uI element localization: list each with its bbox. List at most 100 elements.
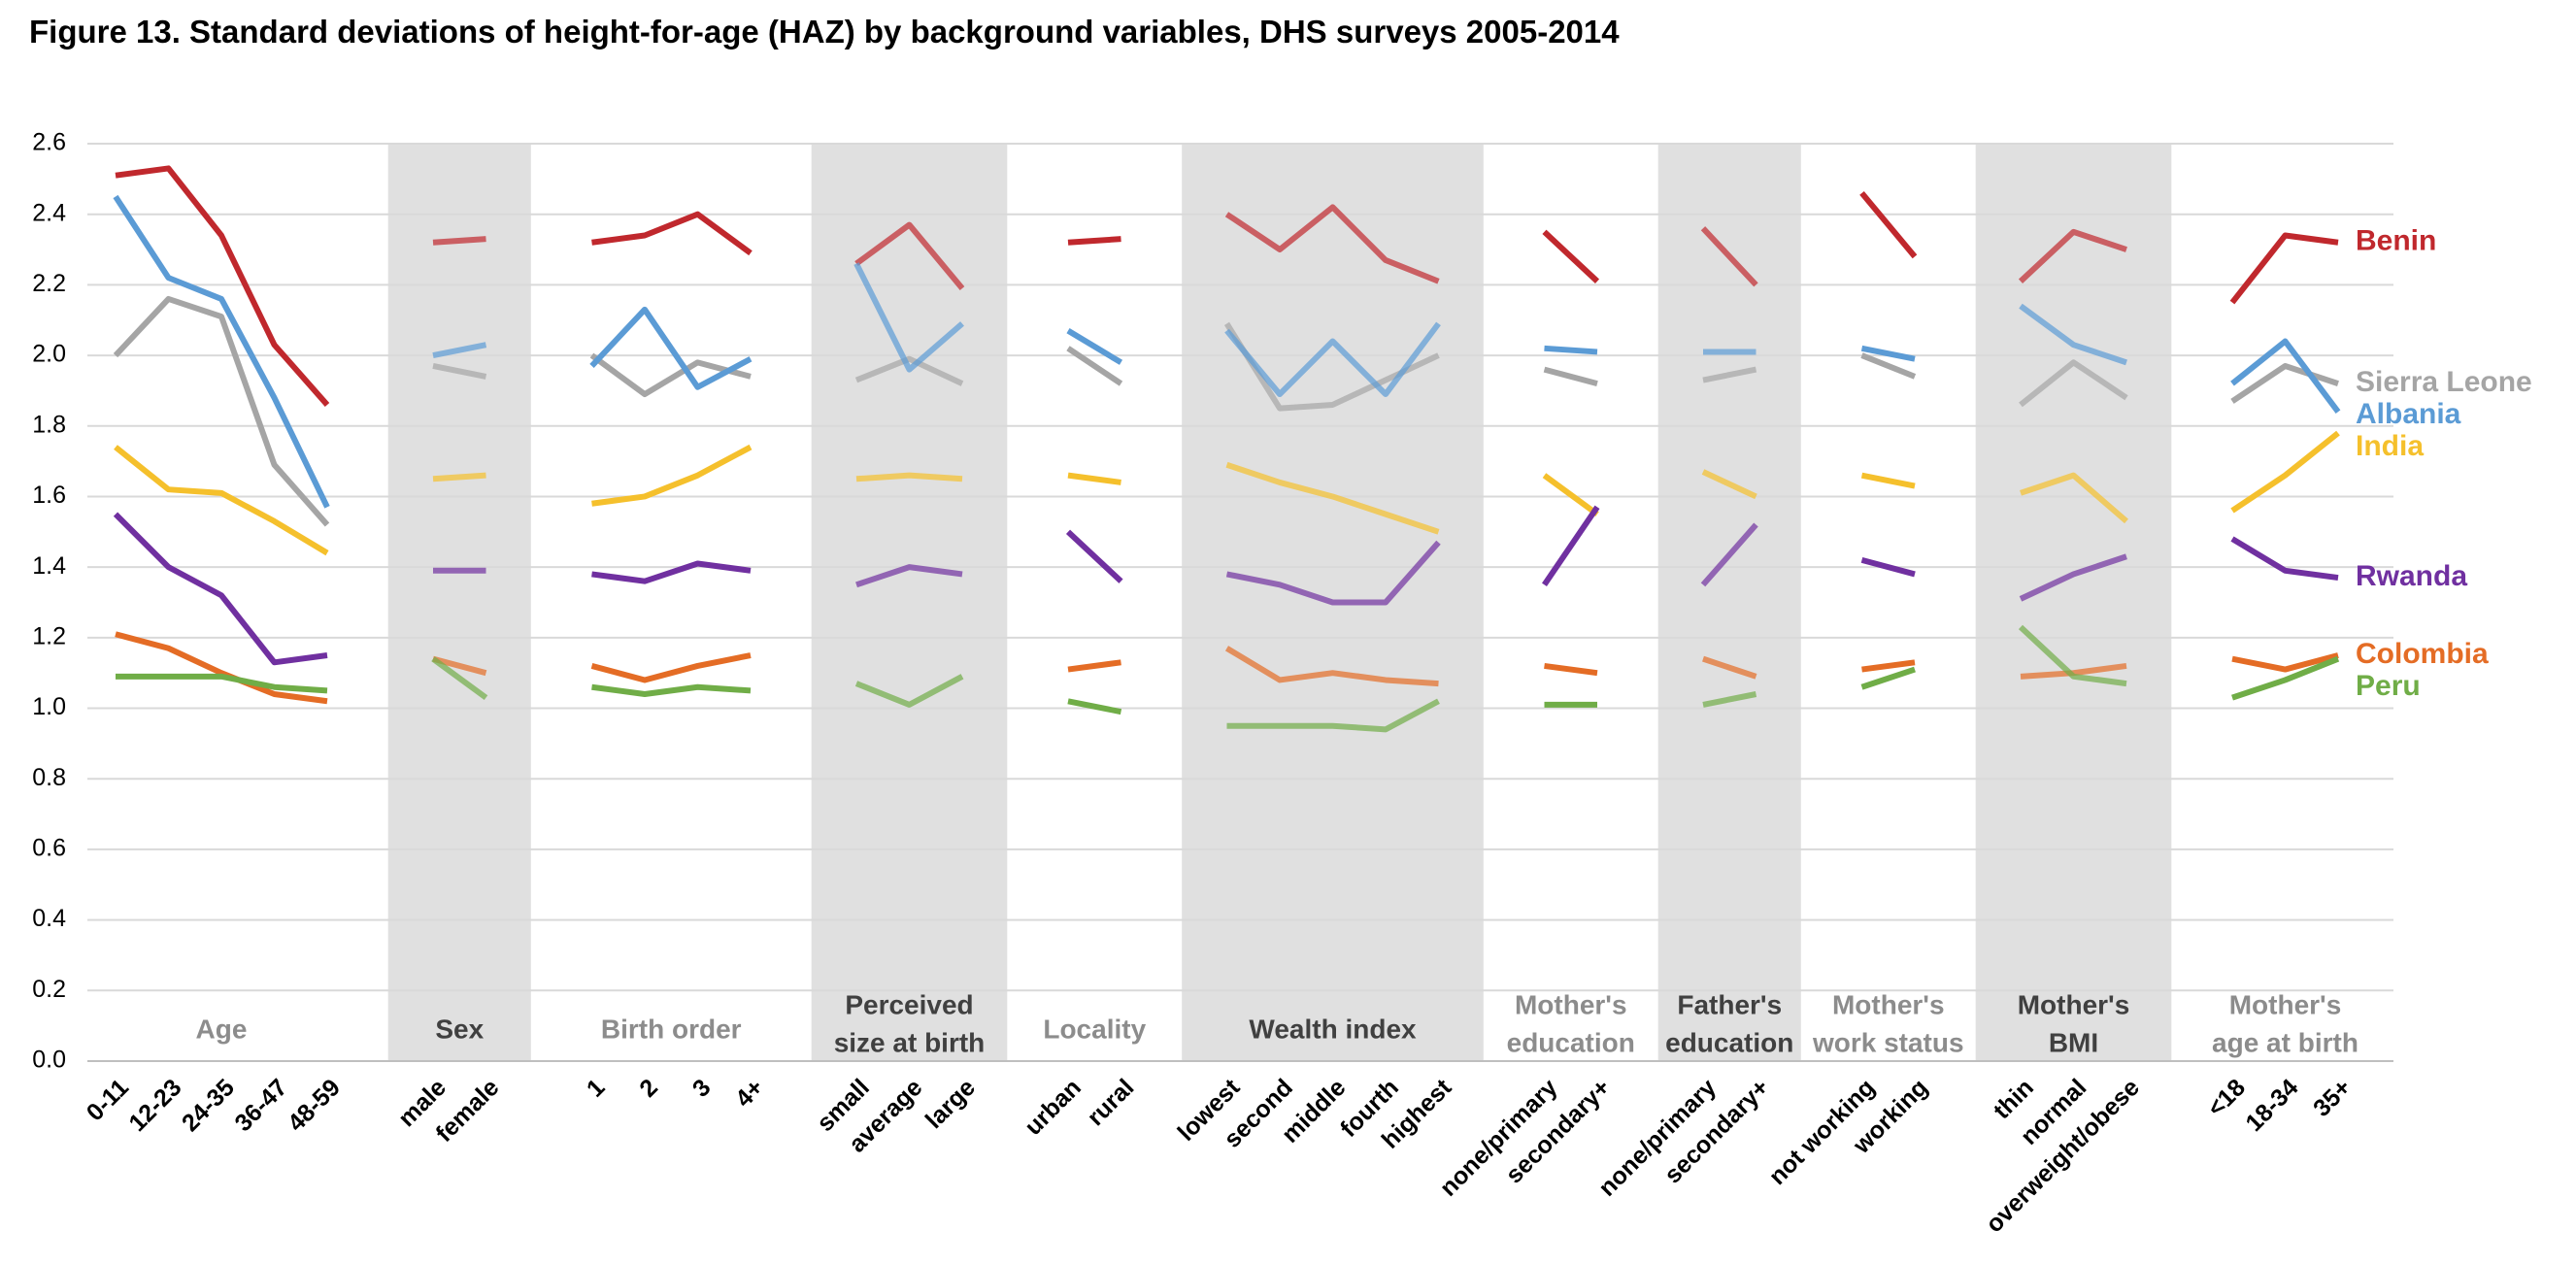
y-tick-label: 2.6 [32, 129, 66, 156]
series-line [432, 236, 486, 246]
y-tick-label: 1.4 [32, 552, 66, 580]
series-line [1224, 204, 1440, 284]
series-line [1067, 236, 1121, 246]
legend-label: Sierra Leone [2356, 366, 2532, 398]
series-line [114, 445, 329, 556]
series-line [2019, 303, 2127, 366]
y-tick-label: 0.2 [32, 976, 66, 1003]
series-line [2231, 655, 2340, 701]
series-line [116, 673, 328, 694]
x-tick-label: urban [1020, 1074, 1087, 1141]
group-band [811, 144, 1008, 1061]
group-label: education [1665, 1027, 1793, 1057]
series-line [1067, 659, 1121, 673]
series-line [1700, 522, 1758, 587]
group-label: size at birth [834, 1027, 986, 1057]
series-line [2230, 536, 2339, 582]
series-line [113, 295, 330, 527]
series-line [1543, 366, 1598, 387]
group-band [387, 144, 531, 1061]
y-tick-label: 1.0 [32, 693, 66, 720]
y-tick-label: 1.2 [32, 622, 66, 649]
group-label: Birth order [601, 1014, 742, 1044]
x-tick-label: 12-23 [123, 1074, 186, 1137]
series-line [1225, 540, 1441, 606]
group-label: Mother's [2229, 989, 2342, 1019]
series-line [2019, 359, 2128, 408]
series-line [1544, 345, 1598, 355]
group-band [1657, 144, 1801, 1061]
series-line [1544, 662, 1598, 677]
series-line [855, 564, 963, 588]
series-line [432, 472, 486, 482]
series-line [115, 165, 330, 407]
series-line [432, 342, 487, 359]
group-label: Father's [1677, 989, 1782, 1019]
series-line [2230, 338, 2341, 415]
series-line [1702, 366, 1757, 383]
series-line [2230, 362, 2339, 404]
group-label: education [1507, 1027, 1635, 1057]
x-tick-label: 35+ [2308, 1074, 2357, 1122]
y-tick-label: 0.0 [32, 1047, 66, 1074]
series-line [1542, 473, 1599, 517]
group-label: Age [196, 1014, 248, 1044]
group-label: Perceived [845, 989, 973, 1019]
y-tick-label: 0.6 [32, 835, 66, 862]
series-line [2230, 430, 2340, 514]
series-line [1542, 505, 1600, 587]
group-label: Mother's [2018, 989, 2130, 1019]
x-tick-label: 36-47 [229, 1074, 292, 1137]
legend-label: India [2356, 430, 2424, 462]
series-line [591, 444, 753, 507]
legend-label: Albania [2356, 398, 2461, 430]
series-line [1700, 226, 1758, 287]
series-line [1224, 646, 1439, 687]
chart-title: Figure 13. Standard deviations of height… [29, 14, 1620, 50]
group-label: Mother's [1515, 989, 1627, 1019]
group-label: Locality [1043, 1014, 1146, 1044]
legend-label: Peru [2356, 670, 2421, 702]
series-line [853, 262, 964, 373]
series-line [1226, 698, 1440, 733]
series-line [1702, 655, 1757, 680]
x-tick-label: 2 [634, 1074, 663, 1103]
series-line [854, 355, 964, 386]
x-tick-label: 1 [582, 1074, 611, 1103]
series-line [590, 652, 752, 683]
series-line [2019, 553, 2127, 602]
series-line [1702, 691, 1757, 708]
x-tick-label: 18-34 [2240, 1074, 2303, 1137]
series-line [591, 560, 752, 584]
x-tick-label: 3 [687, 1074, 717, 1103]
series-line [2020, 472, 2128, 524]
x-tick-label: 48-59 [283, 1074, 346, 1137]
group-label: Wealth index [1249, 1014, 1417, 1044]
series-line [855, 472, 963, 482]
series-line [1225, 461, 1440, 535]
group-label: Mother's [1832, 989, 1945, 1019]
group-band [1975, 144, 2172, 1061]
series-line [2018, 228, 2127, 283]
series-line [1860, 666, 1916, 690]
legend-label: Rwanda [2356, 560, 2467, 592]
series-line [1860, 472, 1916, 489]
x-tick-label: large [920, 1074, 981, 1134]
series-line [854, 221, 965, 290]
y-tick-label: 2.4 [32, 199, 66, 226]
series-line [2231, 652, 2339, 673]
group-label: work status [1812, 1027, 1964, 1057]
y-tick-label: 2.2 [32, 270, 66, 297]
group-label: age at birth [2212, 1027, 2359, 1057]
series-line [854, 674, 964, 708]
series-line [1860, 352, 1917, 380]
series-line [589, 306, 753, 390]
y-tick-label: 2.0 [32, 341, 66, 368]
series-line [432, 363, 487, 380]
legend-label: Colombia [2356, 638, 2489, 670]
series-line [1224, 321, 1441, 398]
series-line [1860, 556, 1916, 578]
y-tick-label: 1.8 [32, 411, 66, 438]
